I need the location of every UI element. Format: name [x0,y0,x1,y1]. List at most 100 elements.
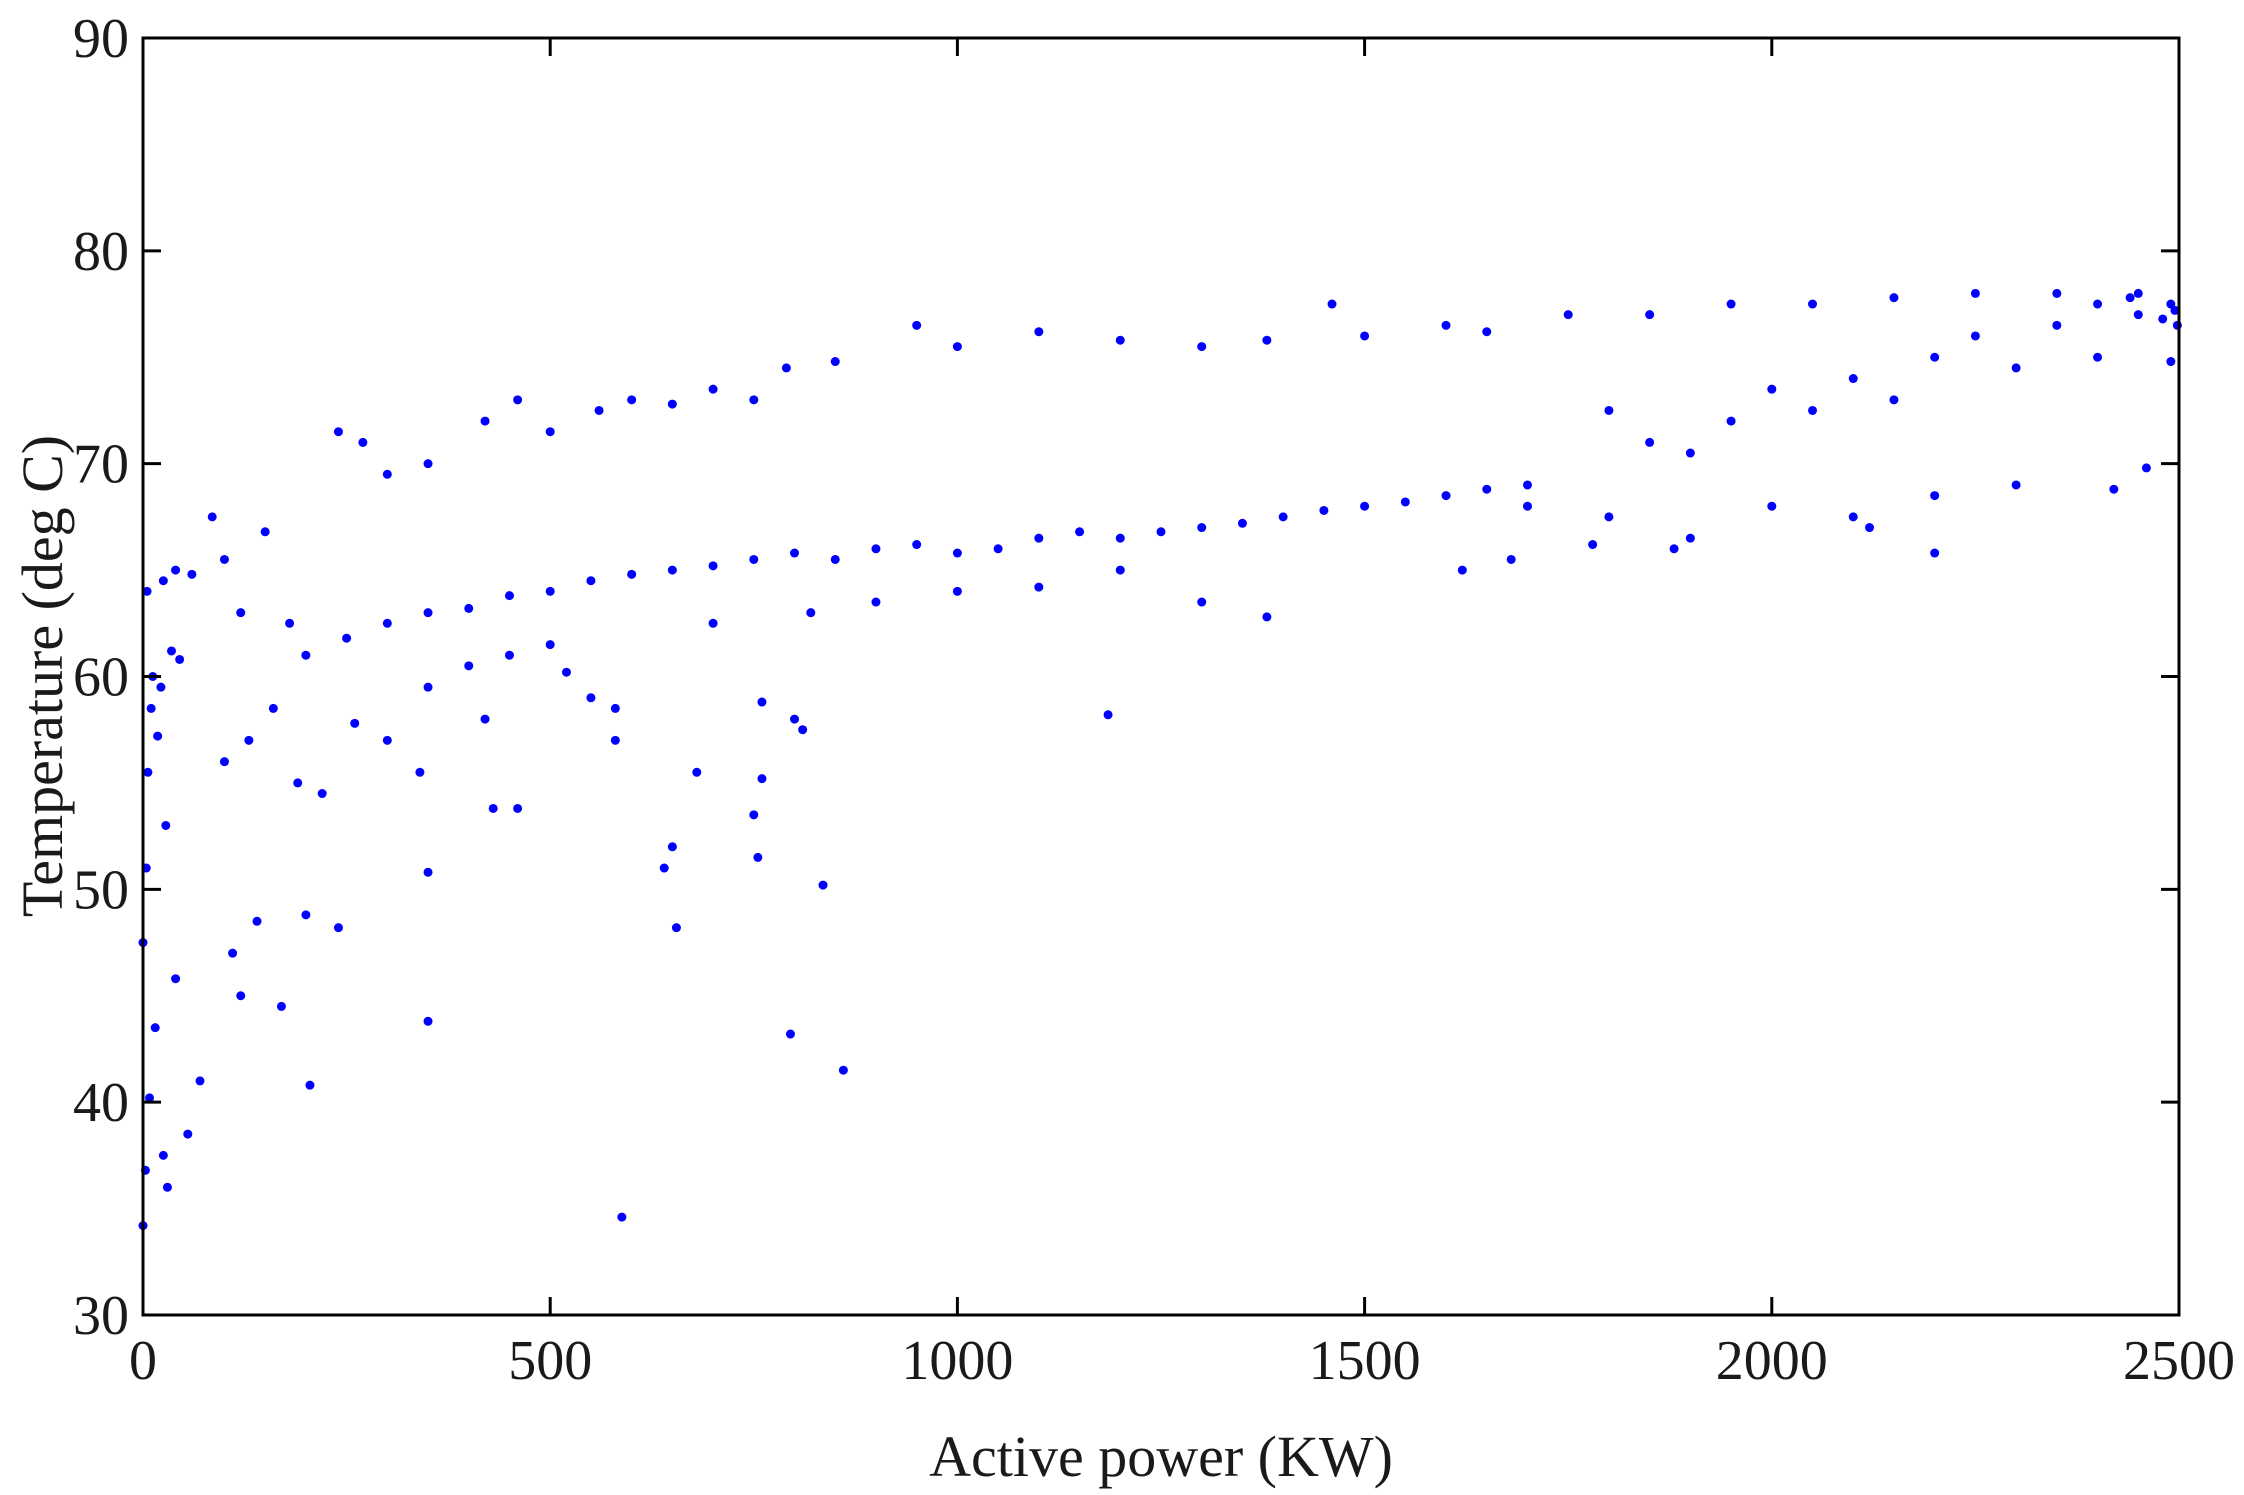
data-point [1360,331,1370,341]
data-point [1808,299,1818,309]
data-point [167,646,177,656]
data-point [228,948,238,958]
data-point [423,1016,433,1026]
data-point [545,640,555,650]
data-point [1197,342,1207,352]
data-point [617,1212,627,1222]
data-point [260,527,270,537]
data-point [1767,384,1777,394]
data-point [423,608,433,618]
data-point [382,735,392,745]
data-point [268,703,278,713]
data-point [708,618,718,628]
y-tick-label: 40 [73,1072,129,1134]
data-point [1400,497,1410,507]
data-point [1848,374,1858,384]
data-point [627,569,637,579]
data-point [1197,597,1207,607]
data-point [1237,518,1247,528]
y-tick-label: 30 [73,1285,129,1347]
data-point [2093,352,2103,362]
data-point [1889,293,1899,303]
data-point [1441,491,1451,501]
data-point [175,654,185,664]
data-point [952,548,962,558]
data-point [1262,335,1272,345]
data-point [757,697,767,707]
data-point [142,586,152,596]
data-point [1115,565,1125,575]
data-point [545,586,555,596]
data-point [1563,310,1573,320]
data-point [1075,527,1085,537]
data-point [145,1093,155,1103]
data-point [504,591,514,601]
data-point [912,320,922,330]
data-point [659,863,669,873]
data-point [2170,305,2180,315]
data-point [1522,480,1532,490]
data-point [143,767,153,777]
data-point [2109,484,2119,494]
data-point [1262,612,1272,622]
data-point [2125,293,2135,303]
data-point [244,735,254,745]
data-point [236,991,246,1001]
data-point [586,576,596,586]
data-point [382,618,392,628]
data-point [293,778,303,788]
data-point [2172,320,2182,330]
data-point [333,923,343,933]
data-point [1103,710,1113,720]
data-point [1604,405,1614,415]
data-point [1889,395,1899,405]
data-point [187,569,197,579]
data-point [333,427,343,437]
data-point [158,576,168,586]
data-point [561,667,571,677]
data-point [2133,288,2143,298]
data-point [171,565,181,575]
data-point [305,1080,315,1090]
data-point [667,565,677,575]
data-point [2011,363,2021,373]
data-point [153,731,163,741]
data-point [285,618,295,628]
data-point [423,867,433,877]
data-point [162,1182,172,1192]
data-point [749,395,759,405]
data-point [2158,314,2168,324]
data-point [317,789,327,799]
data-point [610,703,620,713]
data-point [1441,320,1451,330]
data-point [708,561,718,571]
data-point [504,650,514,660]
data-point [301,910,311,920]
data-point [1930,491,1940,501]
data-point [2166,357,2176,367]
data-point [1808,405,1818,415]
data-point [1767,501,1777,511]
data-point [423,682,433,692]
data-point [1457,565,1467,575]
data-point [1327,299,1337,309]
data-point [1865,523,1875,533]
data-point [207,512,217,522]
data-point [2011,480,2021,490]
data-point [1930,548,1940,558]
data-point [480,416,490,426]
data-point [2052,320,2062,330]
data-point [1156,527,1166,537]
data-point [830,357,840,367]
plot-frame [141,36,2181,1317]
data-point [1645,310,1655,320]
data-point [871,544,881,554]
x-tick-label: 0 [129,1330,157,1392]
data-point [952,586,962,596]
data-point [350,718,360,728]
data-point [757,774,767,784]
data-point [2052,288,2062,298]
y-tick-label: 70 [73,434,129,496]
data-point [952,342,962,352]
